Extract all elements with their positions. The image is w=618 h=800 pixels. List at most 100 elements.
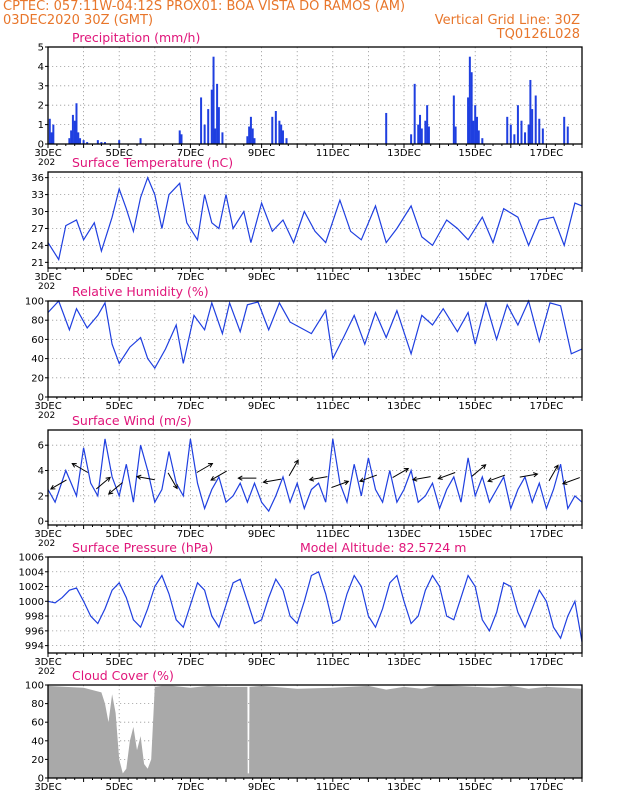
x-tick-label: 3DEC (34, 529, 61, 540)
wind-arrow-shaft (392, 468, 409, 478)
panel-pres: 994 996 998 1000 1002 1004 1006 3DEC 5DEC 7DEC 9DE… (19, 540, 583, 677)
precip-bar (48, 118, 51, 144)
precip-bar (474, 105, 477, 144)
precip-bar (271, 116, 274, 144)
y-tick-label: 2 (38, 101, 44, 112)
panel-frame (47, 46, 583, 145)
x-year-label: 202 (38, 411, 55, 421)
precip-bar (426, 105, 429, 144)
x-tick-label: 7DEC (177, 529, 204, 540)
x-tick-label: 17DEC (530, 148, 564, 159)
wind-arrow-shaft (412, 476, 431, 481)
x-tick-label: 7DEC (177, 782, 204, 793)
wind-arrow-head (403, 468, 410, 473)
precip-bar (534, 95, 537, 144)
wind-arrow (107, 482, 123, 495)
wind-arrow (471, 464, 487, 477)
precip-bar (281, 130, 284, 144)
y-tick-label: 3 (38, 81, 44, 92)
header-model-code: TQ0126L028 (496, 27, 580, 42)
x-tick-label: 9DEC (248, 272, 275, 283)
precip-bar (75, 103, 78, 144)
precip-bar (212, 56, 215, 145)
precip-bar (516, 105, 519, 144)
panel-title: Surface Pressure (hPa) (72, 540, 213, 555)
precip-bar (470, 72, 473, 144)
precip-bar (52, 124, 55, 144)
y-tick-label: 36 (31, 173, 44, 184)
y-tick-label: 40 (31, 354, 44, 365)
x-tick-label: 13DEC (387, 657, 421, 668)
wind-arrow-head (262, 479, 268, 485)
wind-arrow-head (308, 476, 315, 482)
x-tick-label: 15DEC (458, 272, 492, 283)
x-tick-label: 5DEC (106, 148, 133, 159)
precip-bar (563, 116, 566, 144)
wind-arrow-head (343, 480, 350, 486)
precip-bar (274, 111, 277, 144)
wind-arrow (95, 476, 111, 490)
panel-annotation: Model Altitude: 82.5724 m (300, 540, 466, 555)
y-tick-label: 1002 (19, 582, 44, 593)
wind-arrow (331, 480, 350, 489)
x-tick-label: 15DEC (458, 529, 492, 540)
wind-arrow-head (237, 475, 243, 481)
y-tick-label: 40 (31, 736, 44, 747)
y-tick-label: 100 (25, 297, 44, 308)
x-tick-label: 5DEC (106, 657, 133, 668)
y-tick-label: 21 (31, 258, 44, 269)
precip-bar (70, 130, 73, 144)
x-tick-label: 15DEC (458, 657, 492, 668)
precip-bar (541, 128, 544, 144)
x-year-label: 202 (38, 539, 55, 549)
x-tick-label: 5DEC (106, 272, 133, 283)
y-tick-label: 80 (31, 699, 44, 710)
header-grid-line: Vertical Grid Line: 30Z (434, 13, 580, 28)
y-tick-label: 0 (38, 140, 44, 151)
precip-bar (467, 97, 470, 144)
wind-arrow (167, 472, 178, 490)
wind-arrow-shaft (108, 482, 123, 495)
wind-arrow-head (358, 477, 365, 483)
precip-bar (419, 114, 422, 144)
wind-arrow-head (553, 464, 559, 470)
x-tick-label: 7DEC (177, 657, 204, 668)
precip-bar (424, 120, 427, 144)
x-tick-label: 13DEC (387, 401, 421, 412)
y-tick-label: 60 (31, 335, 44, 346)
x-tick-label: 9DEC (248, 148, 275, 159)
precip-bar (50, 132, 53, 144)
wind-arrow-shaft (210, 470, 227, 481)
precip-bar (210, 89, 213, 144)
temp-line (47, 175, 583, 262)
precip-bar (79, 138, 82, 144)
cloud-area (48, 685, 582, 778)
wind-arrow-shaft (548, 465, 559, 482)
precip-bar (427, 126, 430, 144)
y-tick-label: 6 (38, 441, 44, 452)
wind-arrow-head (207, 462, 214, 468)
x-tick-label: 7DEC (177, 272, 204, 283)
precip-bar (506, 116, 509, 144)
x-tick-label: 3DEC (34, 401, 61, 412)
wind-arrow-shaft (167, 472, 178, 489)
x-tick-label: 9DEC (248, 529, 275, 540)
precip-bar (200, 97, 203, 144)
x-tick-label: 13DEC (387, 148, 421, 159)
wind-arrow (308, 476, 328, 482)
y-tick-label: 27 (31, 224, 44, 235)
y-tick-label: 994 (25, 641, 44, 652)
precip-bar (566, 126, 569, 144)
x-tick-label: 17DEC (530, 401, 564, 412)
y-tick-label: 2 (38, 491, 44, 502)
wind-arrow (411, 476, 431, 482)
precip-bar (285, 138, 288, 144)
wind-arrow-head (105, 476, 111, 482)
wind-arrow-head (533, 472, 539, 478)
y-tick-label: 100 (25, 681, 44, 692)
precip-bar (103, 142, 106, 144)
y-tick-label: 4 (38, 466, 44, 477)
panel-cloud: 0 20 40 60 80 100 3DEC 5DEC 7DEC 9DEC 11DEC 13DEC 15… (25, 668, 583, 793)
precip-bar (468, 56, 471, 145)
